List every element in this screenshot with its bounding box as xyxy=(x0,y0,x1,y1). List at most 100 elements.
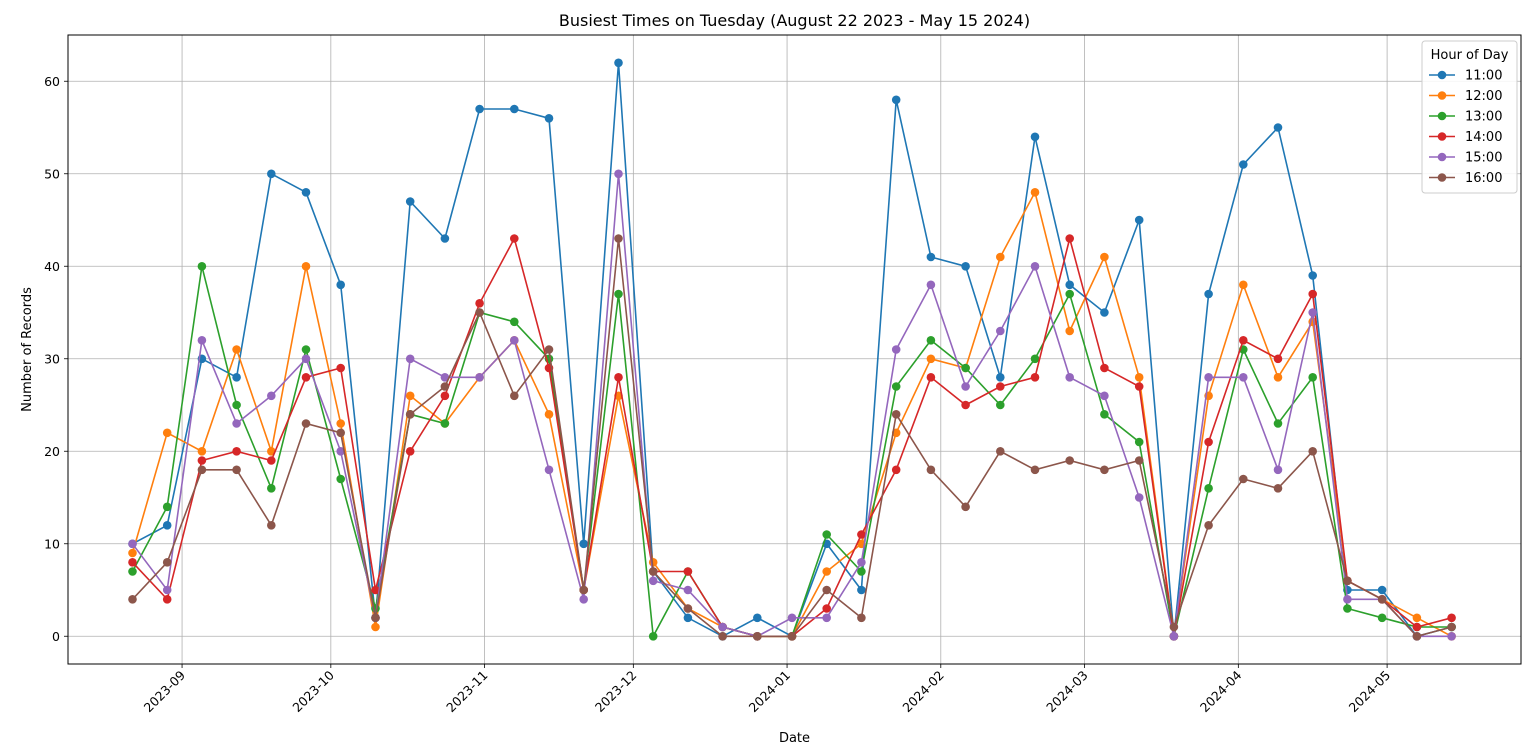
data-point xyxy=(891,345,901,354)
data-point xyxy=(336,474,346,484)
data-point xyxy=(197,447,207,456)
data-point xyxy=(232,345,241,354)
data-point xyxy=(1273,354,1283,364)
data-point xyxy=(301,188,311,197)
data-point xyxy=(232,419,241,428)
data-point xyxy=(544,410,554,419)
data-point xyxy=(961,400,970,410)
y-tick-label: 50 xyxy=(44,166,60,181)
data-point xyxy=(1239,373,1248,382)
data-point xyxy=(614,289,623,299)
legend-marker xyxy=(1437,152,1447,162)
y-axis-title: Number of Records xyxy=(20,287,35,412)
data-point xyxy=(1377,613,1387,623)
data-point xyxy=(128,595,137,604)
data-point xyxy=(405,354,415,364)
data-point xyxy=(336,419,346,428)
data-point xyxy=(996,252,1005,262)
data-point xyxy=(475,373,484,382)
data-point xyxy=(1134,373,1144,382)
legend-marker xyxy=(1437,70,1447,80)
data-point xyxy=(1377,595,1387,604)
data-point xyxy=(1134,382,1144,391)
data-point xyxy=(1134,456,1144,465)
data-point xyxy=(926,465,936,475)
data-point xyxy=(405,391,415,401)
data-point xyxy=(926,354,936,364)
legend-marker xyxy=(1437,132,1447,141)
data-point xyxy=(1412,632,1422,641)
data-point xyxy=(336,428,346,438)
data-point xyxy=(822,567,831,576)
data-point xyxy=(1308,447,1317,456)
data-point xyxy=(510,391,519,401)
data-point xyxy=(1239,336,1248,345)
data-point xyxy=(1030,373,1040,382)
data-point xyxy=(544,465,554,475)
data-point xyxy=(1308,271,1317,280)
data-point xyxy=(753,632,762,641)
series-1500 xyxy=(128,169,1456,641)
data-point xyxy=(579,585,588,595)
data-point xyxy=(822,613,831,623)
data-point xyxy=(1065,373,1074,382)
data-point xyxy=(1308,308,1317,317)
legend-marker xyxy=(1437,173,1447,182)
x-axis-title: Date xyxy=(779,731,810,746)
data-point xyxy=(648,632,658,641)
data-point xyxy=(301,262,311,271)
data-point xyxy=(1343,576,1352,586)
data-point xyxy=(961,382,970,391)
legend-item: 16:00 xyxy=(1429,171,1502,186)
legend-label: 16:00 xyxy=(1465,171,1502,186)
data-point xyxy=(371,613,380,623)
data-point xyxy=(926,336,936,345)
data-point xyxy=(405,197,415,206)
legend-item: 14:00 xyxy=(1429,130,1502,145)
data-point xyxy=(510,336,519,345)
data-point xyxy=(1030,132,1040,142)
data-point xyxy=(1204,521,1213,530)
data-point xyxy=(1065,280,1074,290)
series-1600 xyxy=(128,234,1456,641)
legend-label: 14:00 xyxy=(1465,130,1502,145)
y-tick-label: 30 xyxy=(44,351,60,366)
data-point xyxy=(1204,484,1213,493)
legend-label: 13:00 xyxy=(1465,110,1502,125)
data-point xyxy=(614,169,623,179)
chart-title: Busiest Times on Tuesday (August 22 2023… xyxy=(559,11,1030,30)
data-point xyxy=(128,548,137,558)
data-point xyxy=(1100,363,1109,373)
data-point xyxy=(371,585,380,595)
legend-item: 11:00 xyxy=(1429,69,1502,84)
data-point xyxy=(718,632,727,641)
data-point xyxy=(336,280,346,290)
data-point xyxy=(579,539,588,549)
data-point xyxy=(1100,308,1109,317)
data-point xyxy=(753,613,762,623)
data-point xyxy=(1169,632,1179,641)
data-point xyxy=(232,400,241,410)
legend-label: 11:00 xyxy=(1465,69,1502,84)
plot-frame xyxy=(67,34,1522,665)
data-point xyxy=(1204,437,1213,447)
legend-title: Hour of Day xyxy=(1431,48,1509,63)
data-point xyxy=(614,234,623,243)
data-point xyxy=(961,502,970,512)
y-tick-label: 40 xyxy=(44,259,60,274)
data-point xyxy=(857,585,866,595)
data-point xyxy=(1273,373,1283,382)
data-point xyxy=(926,280,936,290)
data-point xyxy=(544,345,554,354)
y-tick-label: 60 xyxy=(44,74,60,89)
data-point xyxy=(1239,160,1248,169)
data-point xyxy=(1204,373,1213,382)
data-point xyxy=(1273,123,1283,132)
data-point xyxy=(1412,622,1422,632)
data-point xyxy=(267,169,276,179)
data-point xyxy=(1447,613,1456,623)
data-point xyxy=(197,465,207,475)
y-tick-label: 0 xyxy=(52,629,60,644)
legend: Hour of Day 11:00 12:00 13:00 14:00 15:00 16:… xyxy=(1421,40,1518,194)
